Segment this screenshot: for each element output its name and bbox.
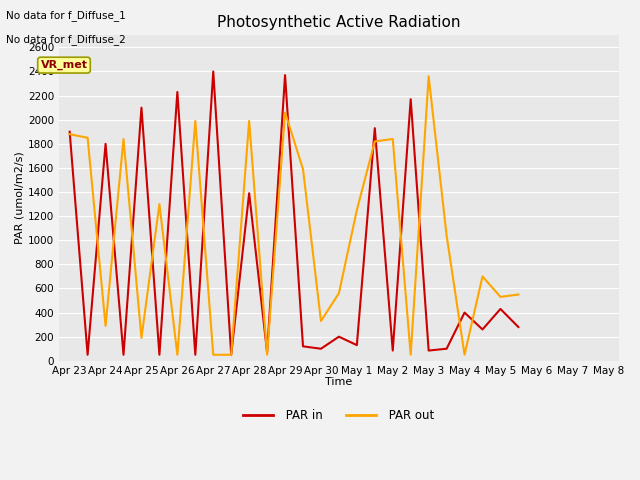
Title: Photosynthetic Active Radiation: Photosynthetic Active Radiation xyxy=(217,15,461,30)
Legend:  PAR in,  PAR out: PAR in, PAR out xyxy=(239,404,440,427)
Text: No data for f_Diffuse_1: No data for f_Diffuse_1 xyxy=(6,10,126,21)
Text: No data for f_Diffuse_2: No data for f_Diffuse_2 xyxy=(6,34,126,45)
Text: VR_met: VR_met xyxy=(40,60,88,70)
Y-axis label: PAR (umol/m2/s): PAR (umol/m2/s) xyxy=(15,152,25,244)
X-axis label: Time: Time xyxy=(325,377,353,387)
